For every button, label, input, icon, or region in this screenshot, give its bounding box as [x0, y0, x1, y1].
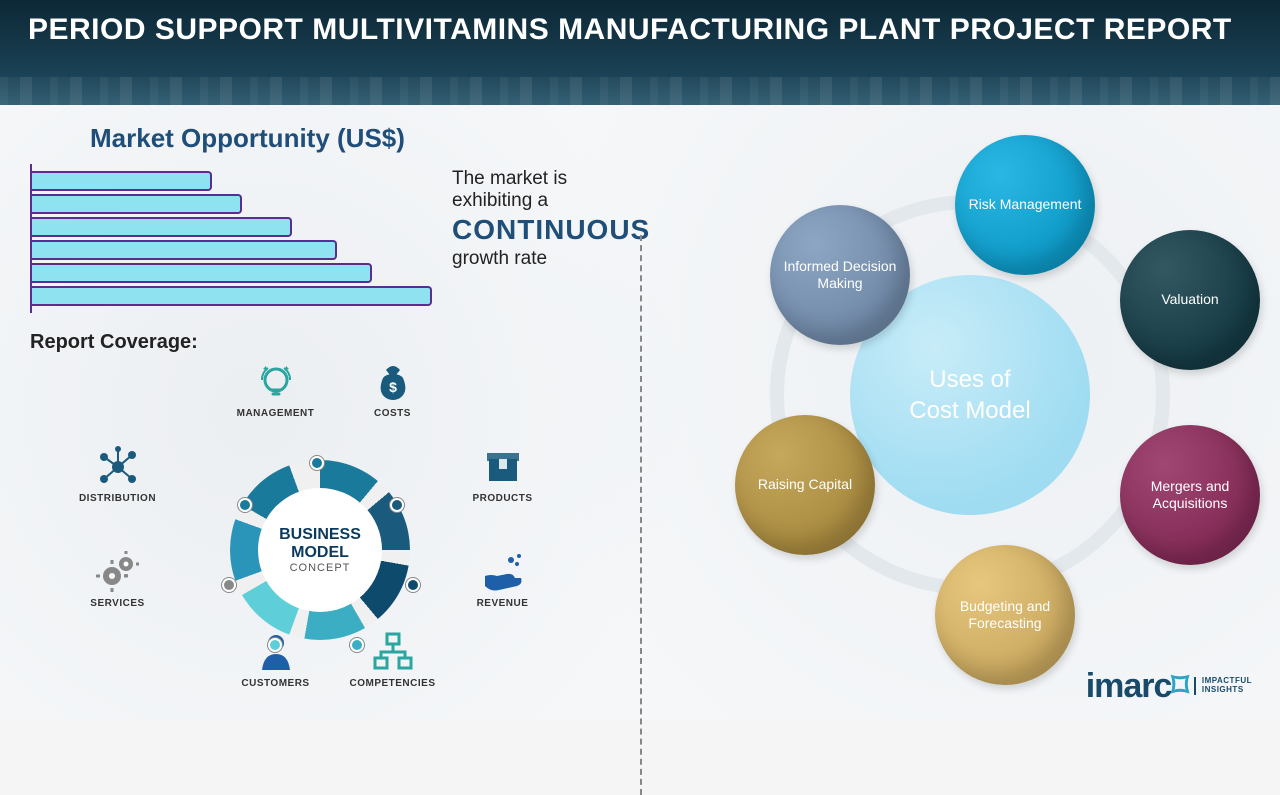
biz-node-products: PRODUCTS — [455, 445, 550, 504]
growth-text: The market is exhibiting a CONTINUOUS gr… — [452, 164, 650, 270]
ring-dot — [310, 456, 324, 470]
brand-logo: imarc⌑ IMPACTFUL INSIGHTS — [1086, 666, 1252, 706]
biz-node-label: PRODUCTS — [472, 493, 532, 504]
market-bars-row: The market is exhibiting a CONTINUOUS gr… — [30, 164, 610, 313]
ring-dot — [268, 638, 282, 652]
hand-icon — [481, 550, 525, 594]
right-panel: Uses ofCost Model Risk Management Informe… — [640, 105, 1280, 720]
market-bar — [32, 286, 432, 306]
business-model-center-text: BUSINESS MODEL CONCEPT — [260, 490, 380, 610]
growth-line2: growth rate — [452, 248, 547, 269]
biz-node-label: COSTS — [374, 408, 411, 419]
cost-model-center-label: Uses ofCost Model — [909, 364, 1030, 426]
person-icon — [254, 630, 298, 674]
biz-node-management: MANAGEMENT — [228, 360, 323, 419]
biz-node-label: REVENUE — [477, 598, 529, 609]
logo-tagline: IMPACTFUL INSIGHTS — [1194, 677, 1252, 695]
market-opportunity-title: Market Opportunity (US$) — [90, 123, 610, 154]
cost-bubble: Valuation — [1120, 230, 1260, 370]
biz-node-label: MANAGEMENT — [237, 408, 315, 419]
left-panel: Market Opportunity (US$) The market is e… — [0, 105, 640, 720]
logo-text: imarc⌑ — [1086, 666, 1188, 706]
biz-node-services: SERVICES — [70, 550, 165, 609]
logo-accent-icon: ⌑ — [1171, 667, 1187, 705]
network-icon — [96, 445, 140, 489]
biz-node-label: CUSTOMERS — [241, 678, 309, 689]
biz-center-line3: CONCEPT — [290, 562, 351, 574]
cost-bubble: Mergers and Acquisitions — [1120, 425, 1260, 565]
box-icon — [481, 445, 525, 489]
report-title: PERIOD SUPPORT MULTIVITAMINS MANUFACTURI… — [28, 12, 1252, 48]
cost-bubble: Raising Capital — [735, 415, 875, 555]
biz-center-line2: MODEL — [291, 544, 349, 562]
growth-line1: The market is exhibiting a — [452, 168, 567, 211]
org-icon — [371, 630, 415, 674]
market-bar — [32, 194, 242, 214]
logo-tagline-2: INSIGHTS — [1202, 685, 1244, 694]
cost-bubble: Risk Management — [955, 135, 1095, 275]
moneybag-icon: $ — [371, 360, 415, 404]
biz-node-label: DISTRIBUTION — [79, 493, 156, 504]
ring-dot — [406, 578, 420, 592]
market-bar — [32, 263, 372, 283]
market-bar — [32, 217, 292, 237]
biz-node-revenue: REVENUE — [455, 550, 550, 609]
cost-model-diagram: Uses ofCost Model Risk Management Informe… — [700, 135, 1240, 675]
biz-node-distribution: DISTRIBUTION — [70, 445, 165, 504]
ring-dot — [390, 498, 404, 512]
gears-icon — [96, 550, 140, 594]
biz-center-line1: BUSINESS — [279, 526, 361, 544]
report-header: PERIOD SUPPORT MULTIVITAMINS MANUFACTURI… — [0, 0, 1280, 105]
business-model-diagram: BUSINESS MODEL CONCEPT MANAGEMENT $ COSTS D… — [30, 360, 610, 690]
market-bar — [32, 240, 337, 260]
ring-dot — [238, 498, 252, 512]
ring-dot — [222, 578, 236, 592]
svg-text:$: $ — [389, 379, 397, 395]
ring-dot — [350, 638, 364, 652]
content-area: Market Opportunity (US$) The market is e… — [0, 105, 1280, 720]
cost-bubble: Informed Decision Making — [770, 205, 910, 345]
business-model-center: BUSINESS MODEL CONCEPT — [230, 460, 410, 640]
biz-node-costs: $ COSTS — [345, 360, 440, 419]
market-bar-chart — [30, 164, 432, 313]
growth-highlight: CONTINUOUS — [452, 214, 650, 246]
biz-node-label: SERVICES — [90, 598, 144, 609]
biz-node-label: COMPETENCIES — [349, 678, 435, 689]
report-coverage-label: Report Coverage: — [30, 331, 610, 354]
market-bar — [32, 171, 212, 191]
bulb-icon — [254, 360, 298, 404]
logo-tagline-1: IMPACTFUL — [1202, 676, 1252, 685]
cost-bubble: Budgeting and Forecasting — [935, 545, 1075, 685]
skyline-decoration — [0, 77, 1280, 105]
